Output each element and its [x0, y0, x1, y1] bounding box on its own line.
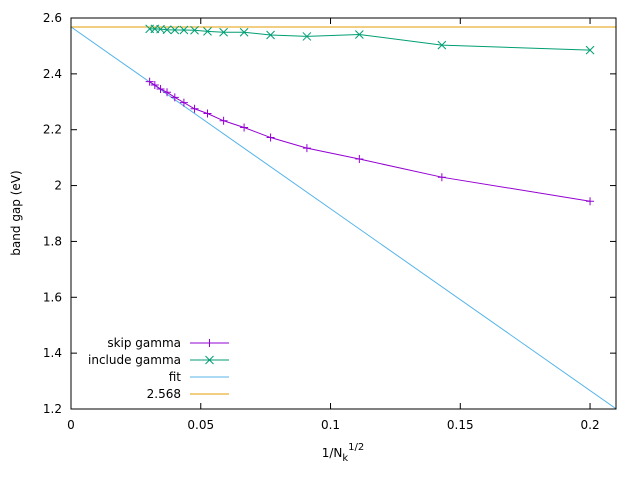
y-tick-label: 1.2 — [43, 402, 62, 416]
data-point — [266, 133, 275, 142]
series-line — [149, 81, 591, 202]
data-point — [179, 98, 188, 107]
data-point — [179, 25, 189, 35]
y-tick-label: 2.2 — [43, 123, 62, 137]
data-point — [585, 45, 595, 55]
x-tick-label: 0 — [67, 418, 75, 432]
series-skip-gamma — [145, 77, 595, 206]
legend-label: fit — [169, 370, 182, 384]
data-point — [239, 27, 249, 37]
y-tick-label: 1.4 — [43, 346, 62, 360]
series-fit — [71, 26, 616, 409]
data-point — [190, 104, 199, 113]
series-include-gamma — [145, 24, 595, 55]
y-axis-label: band gap (eV) — [9, 170, 23, 255]
data-point — [170, 93, 179, 102]
legend-label: include gamma — [88, 353, 181, 367]
data-point — [203, 109, 212, 118]
data-point — [302, 32, 312, 41]
legend-marker — [205, 339, 214, 347]
data-point — [190, 25, 199, 35]
legend-label: 2.568 — [147, 387, 181, 401]
data-point — [156, 84, 165, 93]
data-point — [355, 155, 364, 164]
x-axis-label: 1/Nk1/2 — [322, 442, 365, 464]
series-line — [71, 26, 616, 409]
x-tick-label: 0.05 — [187, 418, 214, 432]
x-axis-label-superscript: 1/2 — [348, 442, 364, 453]
series-layer — [71, 24, 616, 409]
data-point — [586, 197, 595, 206]
x-axis-label-base: 1/N — [322, 446, 343, 460]
x-tick-label: 0.2 — [581, 418, 600, 432]
data-point — [437, 173, 446, 182]
y-tick-label: 1.8 — [43, 234, 62, 248]
legend-label: skip gamma — [107, 336, 181, 350]
y-tick-label: 2.6 — [43, 11, 62, 25]
ticks-layer: 0 0.05 0.1 0.15 0.2 1.2 1.4 1.6 1.8 2 2.2 2.4 2.6 — [43, 11, 616, 432]
data-point — [302, 144, 311, 153]
y-tick-label: 2.4 — [43, 67, 62, 81]
data-point — [170, 25, 180, 35]
data-point — [219, 27, 228, 37]
data-point — [266, 30, 275, 40]
x-tick-label: 0.15 — [447, 418, 474, 432]
legend: skip gamma include gamma fit 2.568 — [88, 336, 229, 401]
data-point — [219, 116, 228, 125]
plot-frame — [70, 17, 617, 410]
data-point — [162, 25, 172, 35]
data-point — [150, 81, 159, 90]
data-point — [240, 123, 249, 132]
data-point — [163, 88, 172, 97]
series-line — [149, 28, 591, 51]
data-point — [203, 27, 212, 36]
y-tick-label: 2 — [54, 179, 62, 193]
data-point — [145, 77, 154, 86]
legend-marker — [205, 355, 214, 365]
x-axis-label-subscript: k — [342, 453, 348, 464]
y-tick-label: 1.6 — [43, 290, 62, 304]
data-point — [437, 40, 447, 50]
data-point — [354, 30, 364, 39]
x-tick-label: 0.1 — [321, 418, 340, 432]
